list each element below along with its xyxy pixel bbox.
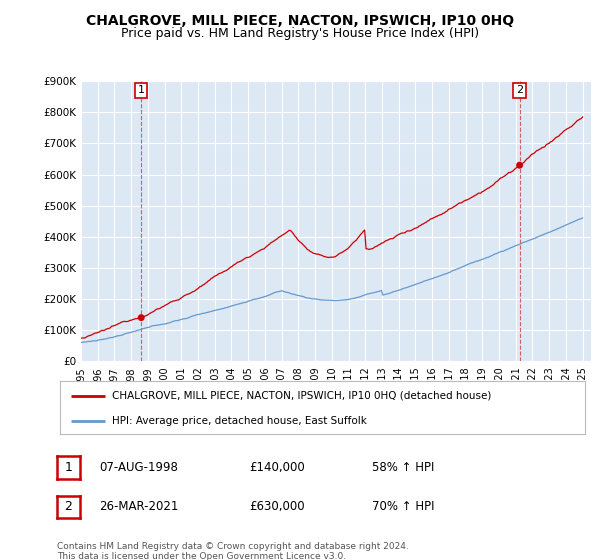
Text: Contains HM Land Registry data © Crown copyright and database right 2024.
This d: Contains HM Land Registry data © Crown c… [57, 542, 409, 560]
Text: CHALGROVE, MILL PIECE, NACTON, IPSWICH, IP10 0HQ: CHALGROVE, MILL PIECE, NACTON, IPSWICH, … [86, 14, 514, 28]
Text: 07-AUG-1998: 07-AUG-1998 [99, 461, 178, 474]
Text: 58% ↑ HPI: 58% ↑ HPI [372, 461, 434, 474]
Text: 70% ↑ HPI: 70% ↑ HPI [372, 500, 434, 514]
Text: 1: 1 [64, 461, 73, 474]
Point [136, 313, 146, 322]
Text: 2: 2 [516, 86, 523, 95]
Text: CHALGROVE, MILL PIECE, NACTON, IPSWICH, IP10 0HQ (detached house): CHALGROVE, MILL PIECE, NACTON, IPSWICH, … [113, 391, 492, 401]
Text: £630,000: £630,000 [249, 500, 305, 514]
Text: 1: 1 [137, 86, 145, 95]
Text: £140,000: £140,000 [249, 461, 305, 474]
Text: Price paid vs. HM Land Registry's House Price Index (HPI): Price paid vs. HM Land Registry's House … [121, 27, 479, 40]
Point [515, 161, 524, 170]
Text: 2: 2 [64, 500, 73, 514]
Text: 26-MAR-2021: 26-MAR-2021 [99, 500, 178, 514]
Text: HPI: Average price, detached house, East Suffolk: HPI: Average price, detached house, East… [113, 416, 367, 426]
